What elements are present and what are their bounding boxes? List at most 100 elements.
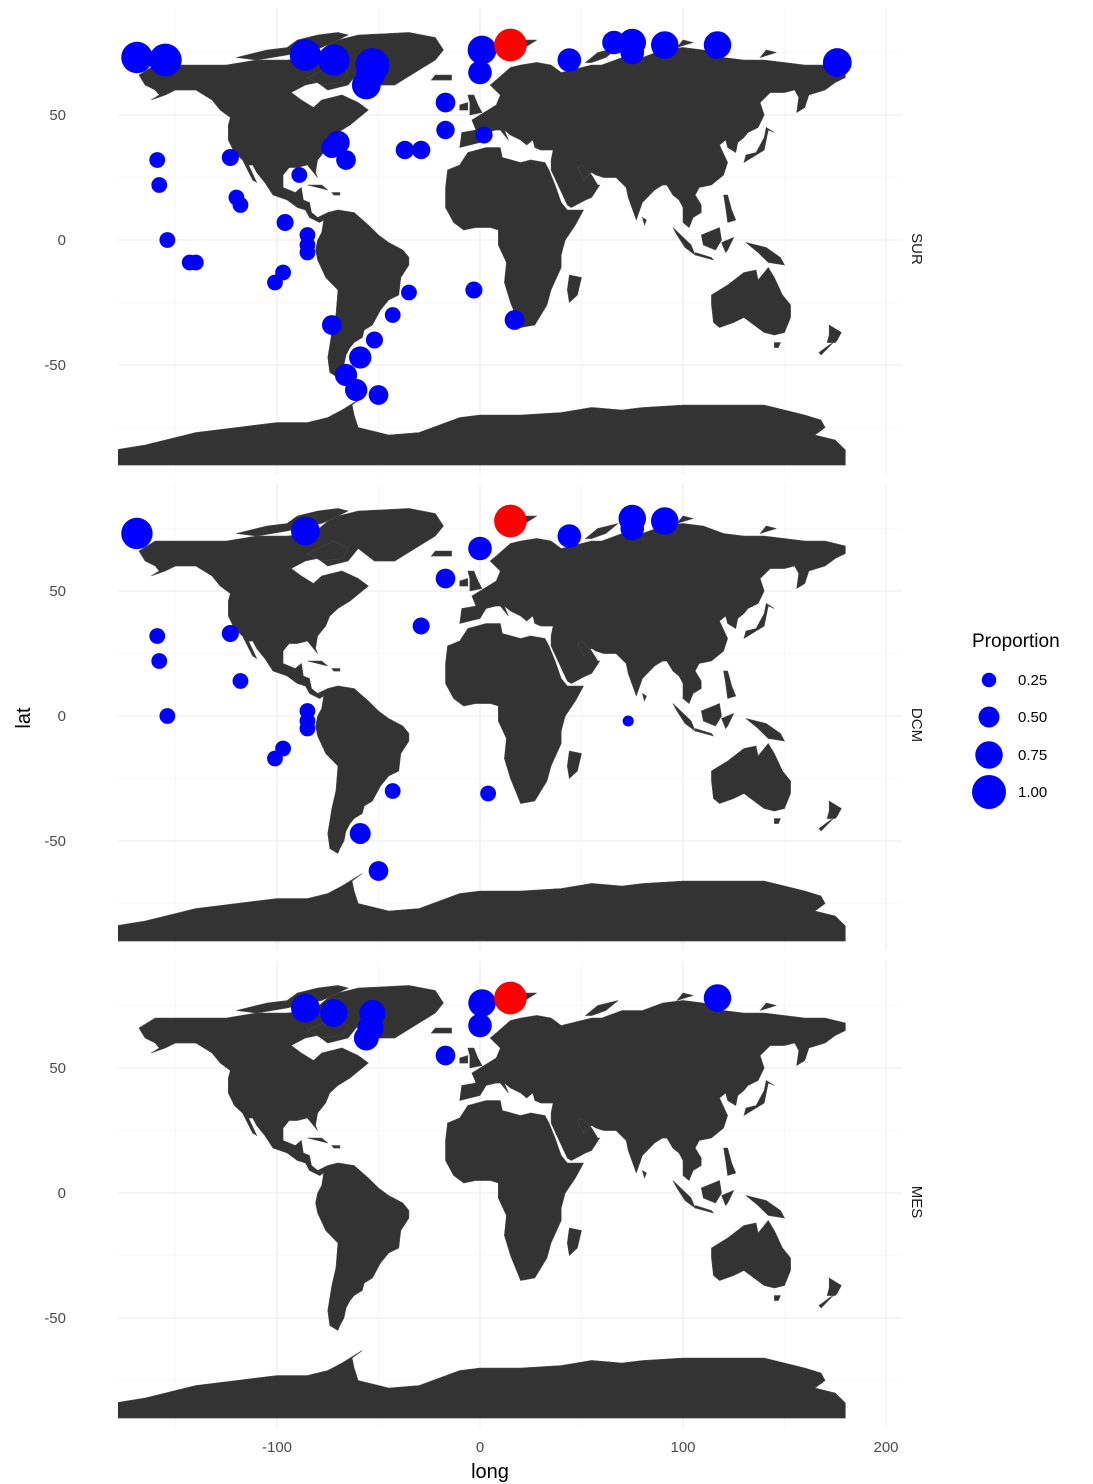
highlight-point xyxy=(494,981,527,1015)
legend-key xyxy=(975,741,1003,769)
y-tick-label: 0 xyxy=(58,232,66,249)
data-point xyxy=(703,31,732,59)
data-point xyxy=(384,783,401,799)
x-axis-title: long xyxy=(471,1461,509,1483)
data-point xyxy=(299,244,316,261)
data-point xyxy=(557,524,582,548)
data-point xyxy=(349,346,372,369)
data-point xyxy=(401,284,417,301)
y-tick-label: 50 xyxy=(49,107,66,124)
data-point xyxy=(650,507,679,535)
legend-key xyxy=(981,672,997,688)
data-point xyxy=(159,232,176,248)
data-point xyxy=(267,750,283,767)
facet-strip-label: DCM xyxy=(908,708,925,742)
data-point xyxy=(149,628,166,644)
data-point xyxy=(221,148,239,167)
data-point xyxy=(151,177,168,193)
data-point xyxy=(321,137,343,158)
legend-label: 0.75 xyxy=(1018,747,1047,764)
legend-label: 0.50 xyxy=(1018,709,1047,726)
data-point xyxy=(351,70,381,100)
data-point xyxy=(822,48,852,77)
legend-label: 1.00 xyxy=(1018,784,1047,801)
data-point xyxy=(384,307,401,323)
y-axis-title: lat xyxy=(13,707,35,729)
data-point xyxy=(468,60,492,85)
y-tick-label: 0 xyxy=(58,708,66,725)
data-point xyxy=(291,167,308,183)
data-point xyxy=(232,197,249,213)
facet-panel-dcm: DCM xyxy=(118,484,925,950)
data-point xyxy=(336,150,356,170)
data-point xyxy=(318,44,350,76)
facet-panel-sur: SUR xyxy=(118,8,925,474)
data-point xyxy=(411,140,431,160)
data-point xyxy=(620,516,645,541)
legend-key xyxy=(978,706,1000,728)
data-point xyxy=(187,254,204,271)
data-points xyxy=(291,981,732,1066)
highlight-point xyxy=(494,28,527,62)
y-tick-label: 50 xyxy=(49,1060,66,1077)
data-point xyxy=(557,48,582,72)
data-point xyxy=(368,861,389,881)
y-tick-label: -50 xyxy=(44,1310,66,1327)
data-point xyxy=(703,984,732,1012)
facet-strip-label: MES xyxy=(908,1186,925,1219)
data-points xyxy=(121,504,679,881)
legend-label: 0.25 xyxy=(1018,672,1047,689)
data-point xyxy=(368,385,389,405)
x-tick-label: 200 xyxy=(873,1439,898,1456)
data-point xyxy=(475,126,493,144)
data-point xyxy=(365,331,383,349)
data-point xyxy=(480,785,497,802)
x-tick-label: 0 xyxy=(476,1439,484,1456)
x-tick-label: -100 xyxy=(262,1439,292,1456)
y-tick-label: -50 xyxy=(44,357,66,374)
y-tick-label: 0 xyxy=(58,1185,66,1202)
data-point xyxy=(504,310,525,330)
data-point xyxy=(467,35,497,65)
data-point xyxy=(159,708,176,724)
data-point xyxy=(435,92,456,113)
data-points xyxy=(121,28,852,405)
data-point xyxy=(291,993,320,1023)
data-point xyxy=(291,516,320,546)
y-tick-label: -50 xyxy=(44,833,66,850)
data-point xyxy=(468,989,496,1017)
data-point xyxy=(436,120,455,140)
data-point xyxy=(299,720,316,737)
data-point xyxy=(289,39,322,71)
data-point xyxy=(121,517,153,550)
facet-strip-label: SUR xyxy=(908,233,925,265)
data-point xyxy=(353,1025,379,1051)
data-point xyxy=(468,536,492,561)
data-point xyxy=(435,1045,456,1066)
facet-panel-mes: MES xyxy=(118,961,925,1427)
legend-title: Proportion xyxy=(972,631,1060,652)
data-point xyxy=(221,624,239,643)
data-point xyxy=(650,31,679,59)
data-point xyxy=(321,315,342,335)
data-point xyxy=(151,653,168,669)
data-point xyxy=(232,673,249,689)
data-point xyxy=(395,140,415,160)
y-tick-label: 50 xyxy=(49,583,66,600)
data-point xyxy=(267,274,283,291)
data-point xyxy=(349,823,371,844)
data-point xyxy=(121,41,153,74)
highlight-point xyxy=(494,504,527,538)
data-point xyxy=(465,281,483,299)
data-point xyxy=(622,715,634,727)
data-point xyxy=(149,43,182,77)
data-point xyxy=(412,617,430,635)
data-point xyxy=(468,1013,492,1038)
data-point xyxy=(276,213,294,232)
data-point xyxy=(435,568,456,589)
data-point xyxy=(345,378,368,402)
data-point xyxy=(620,40,645,65)
x-tick-label: 100 xyxy=(670,1439,695,1456)
data-point xyxy=(149,152,166,168)
